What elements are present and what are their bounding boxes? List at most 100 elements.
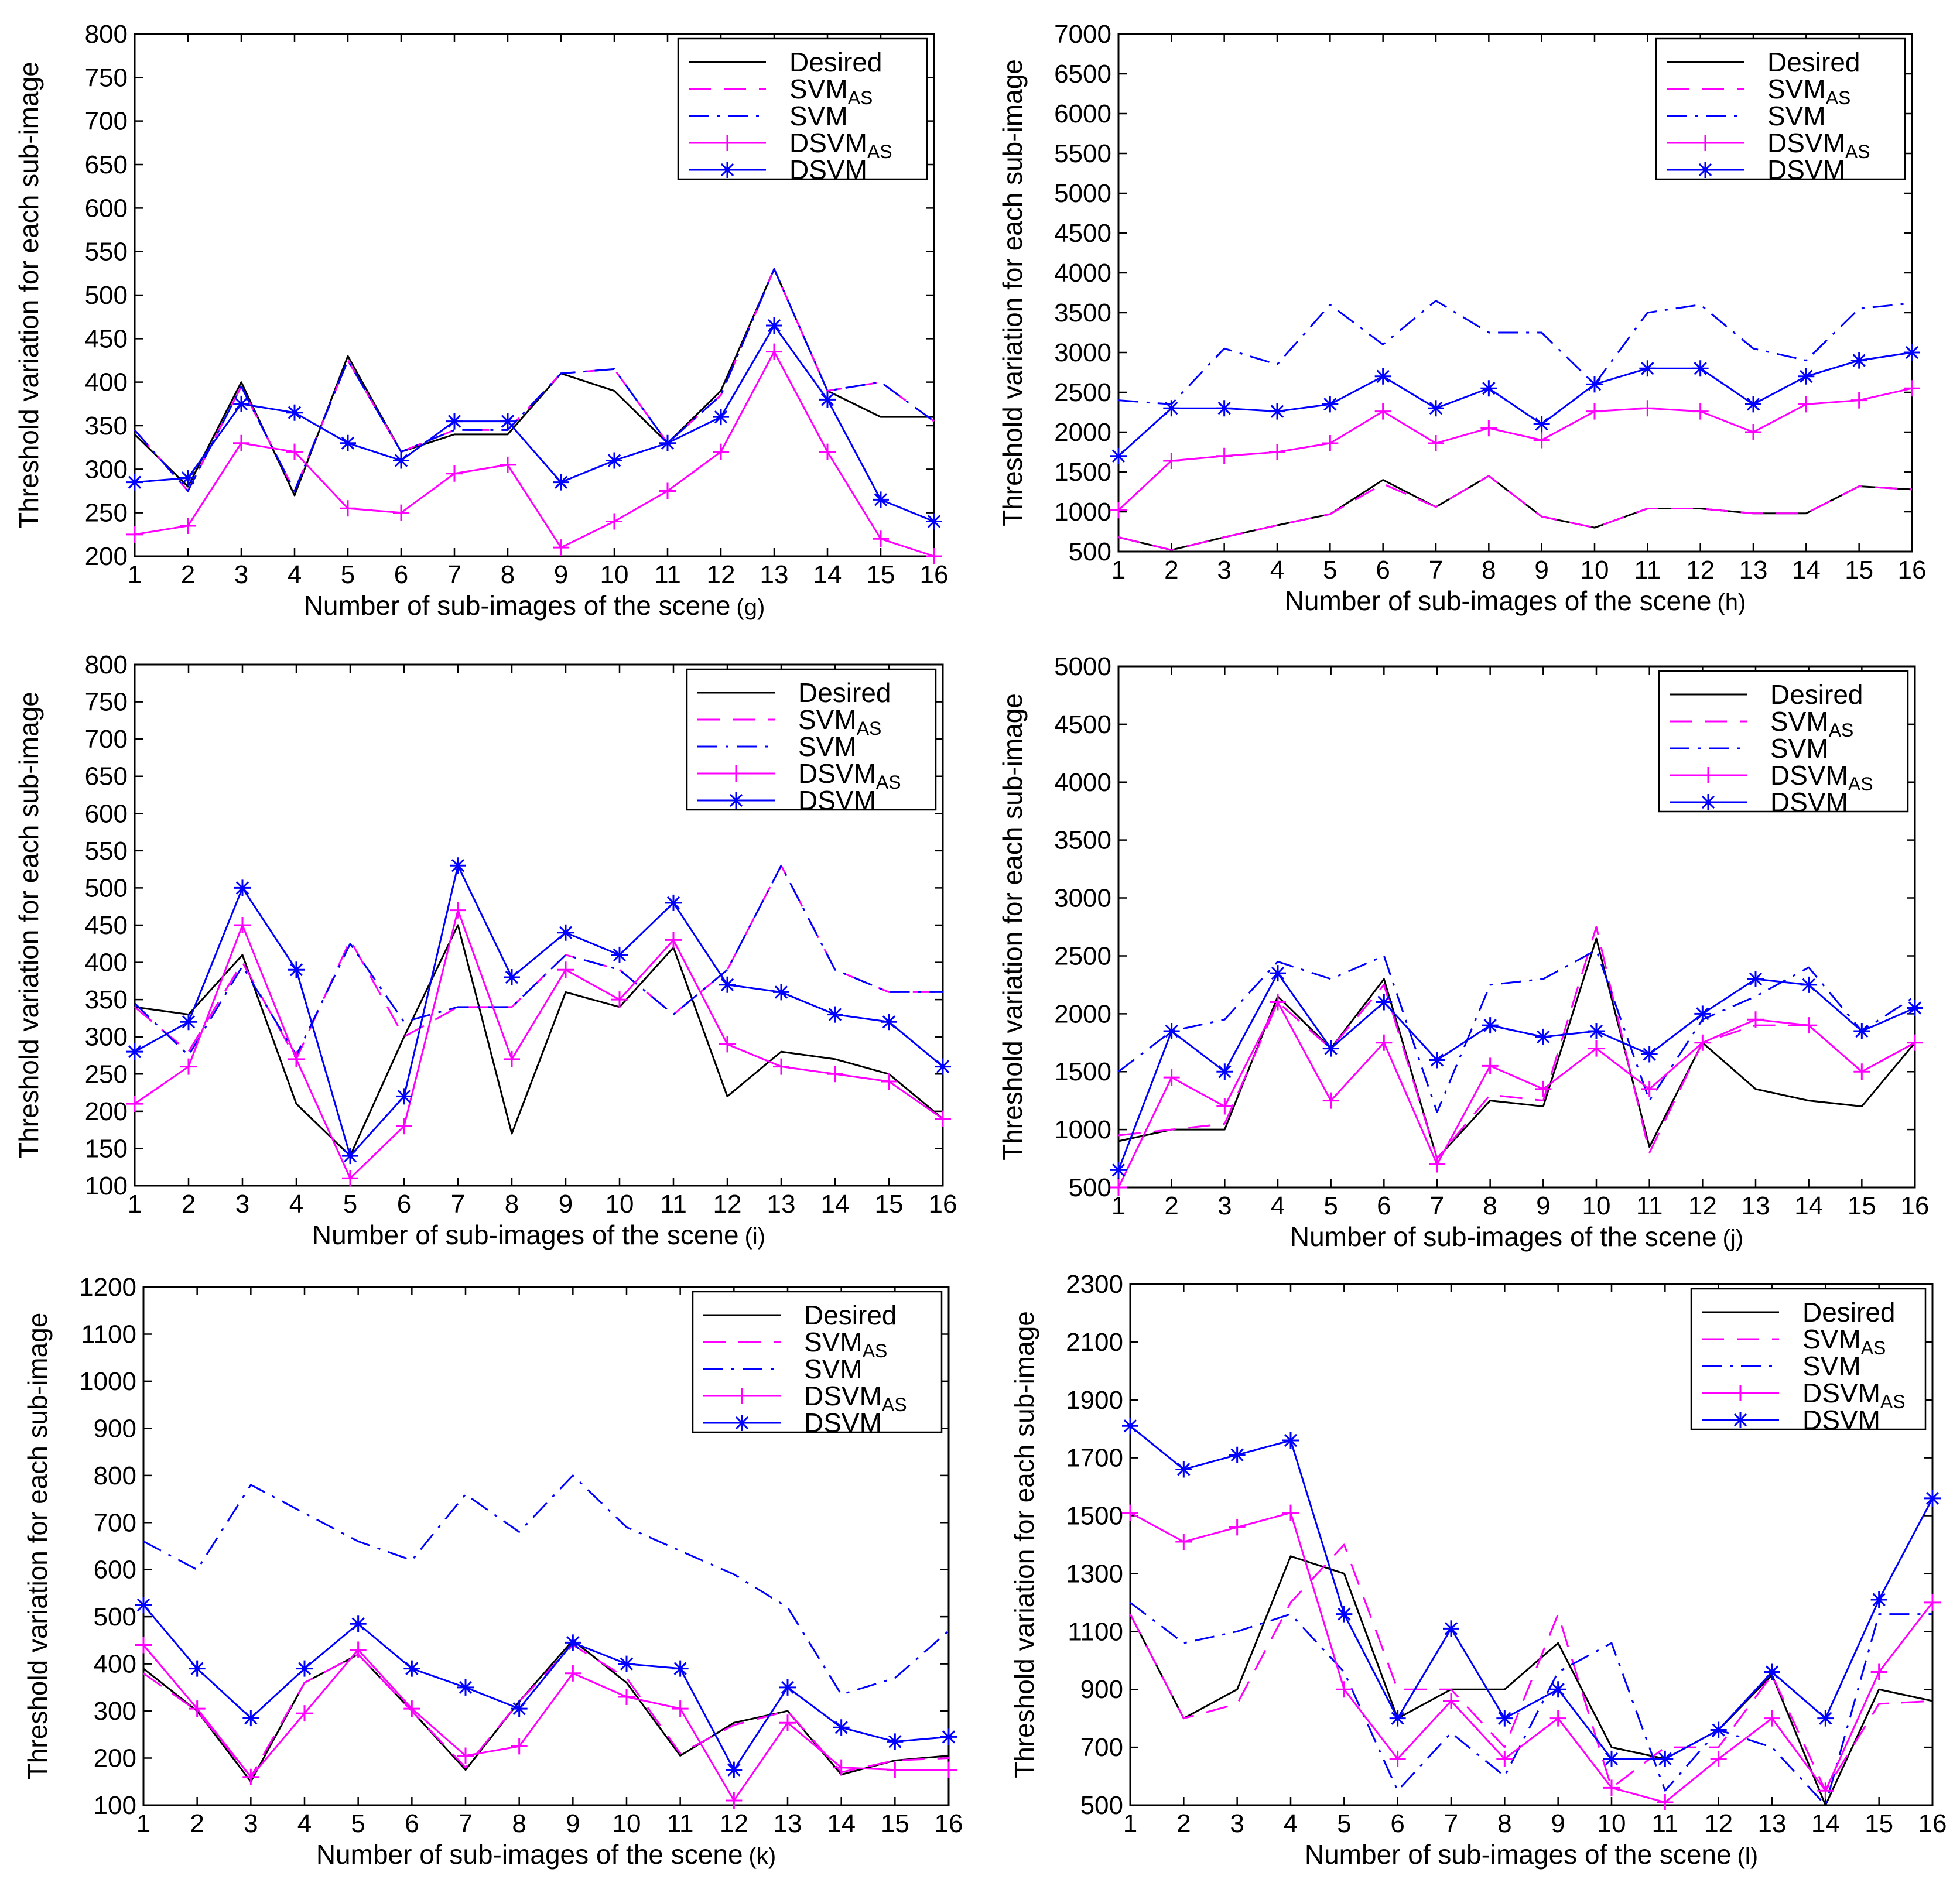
- data-point: [1870, 1663, 1887, 1680]
- legend-label: Desired: [798, 677, 891, 708]
- data-point: [611, 991, 628, 1008]
- panel-letter: (l): [1737, 1843, 1759, 1869]
- y-tick-label: 650: [85, 762, 128, 791]
- x-tick-label: 9: [566, 1809, 580, 1838]
- y-axis-label: Threshold variation for each sub-image: [1009, 1311, 1039, 1778]
- data-point: [457, 1747, 474, 1764]
- legend-marker: [1697, 135, 1713, 151]
- x-axis-label: Number of sub-images of the scene (k): [316, 1839, 776, 1870]
- y-tick-label: 200: [94, 1744, 136, 1773]
- y-tick-label: 1000: [79, 1367, 136, 1396]
- data-point: [719, 976, 736, 993]
- x-tick-label: 2: [182, 1190, 196, 1218]
- x-tick-label: 1: [1111, 1192, 1126, 1220]
- x-tick-label: 3: [235, 1190, 249, 1218]
- data-point: [1389, 1750, 1406, 1767]
- legend-label-text: DSVM: [1767, 155, 1845, 185]
- legend-marker: [1697, 162, 1713, 178]
- x-tick-label: 15: [875, 1190, 904, 1218]
- data-point: [135, 1637, 152, 1654]
- data-point: [1110, 502, 1127, 519]
- legend-label: DSVMAS: [1767, 128, 1870, 162]
- data-point: [1692, 403, 1709, 420]
- x-tick-label: 6: [405, 1809, 419, 1838]
- x-tick-label: 8: [512, 1809, 526, 1838]
- data-point: [1603, 1779, 1620, 1796]
- x-tick-label: 13: [774, 1809, 802, 1838]
- data-point: [1800, 1017, 1817, 1034]
- x-tick-label: 5: [1337, 1809, 1351, 1838]
- y-tick-label: 7000: [1054, 20, 1111, 49]
- legend-label-text: SVM: [1802, 1324, 1861, 1354]
- data-point: [189, 1660, 206, 1677]
- data-point: [500, 413, 516, 430]
- chart-g: 1 2 3 4 5 6 7 8 9 10 11 12 13 14 15 1620025030035040045…: [13, 20, 948, 621]
- data-point: [1443, 1693, 1459, 1709]
- y-tick-label: 200: [85, 542, 128, 571]
- data-point: [606, 452, 622, 469]
- series-1: [134, 864, 943, 1060]
- data-point: [1800, 976, 1817, 993]
- x-axis-label: Number of sub-images of the scene (h): [1285, 586, 1746, 616]
- legend-label-subscript: AS: [867, 141, 892, 162]
- chart-h: 1 2 3 4 5 6 7 8 9 10 11 12 13 14 15 1650010001500200025…: [997, 20, 1926, 616]
- data-point: [296, 1660, 313, 1677]
- legend-label-text: DSVM: [798, 785, 876, 816]
- legend-label: SVMAS: [789, 74, 873, 108]
- legend-marker: [728, 765, 744, 782]
- data-point: [1496, 1750, 1513, 1767]
- data-point: [1269, 403, 1285, 420]
- x-tick-label: 8: [1483, 1192, 1497, 1220]
- data-point: [1907, 1034, 1923, 1051]
- data-point: [126, 474, 143, 491]
- data-point: [1374, 368, 1391, 385]
- series-line: [1118, 937, 1916, 1160]
- series-line: [1130, 1601, 1932, 1806]
- data-point: [659, 434, 676, 451]
- y-tick-label: 500: [1069, 538, 1111, 566]
- data-point: [1764, 1710, 1780, 1727]
- data-point: [403, 1660, 420, 1677]
- x-tick-label: 16: [920, 560, 949, 589]
- x-tick-label: 12: [713, 1190, 742, 1218]
- x-tick-label: 1: [1111, 556, 1126, 584]
- legend-label: Desired: [789, 47, 882, 77]
- legend-label-subscript: AS: [1826, 87, 1851, 108]
- data-point: [1588, 1040, 1605, 1057]
- legend-label: SVM: [789, 101, 848, 131]
- data-point: [457, 1679, 474, 1696]
- y-tick-label: 800: [85, 651, 128, 679]
- data-point: [565, 1665, 581, 1682]
- data-point: [1588, 1023, 1605, 1039]
- data-point: [504, 969, 520, 985]
- x-tick-label: 9: [559, 1190, 573, 1218]
- x-tick-label: 12: [707, 560, 736, 589]
- data-point: [713, 409, 729, 426]
- series-line: [1118, 926, 1915, 1160]
- data-point: [286, 443, 303, 460]
- y-tick-label: 4500: [1054, 219, 1111, 248]
- data-point: [873, 530, 889, 547]
- data-point: [1429, 1052, 1445, 1069]
- y-tick-label: 1500: [1054, 1057, 1111, 1086]
- data-point: [126, 526, 143, 543]
- series-line: [134, 268, 935, 492]
- panel-letter: (g): [736, 594, 765, 620]
- y-tick-label: 3500: [1054, 299, 1111, 327]
- legend-label-text: DSVM: [1767, 128, 1845, 158]
- series-2: [1130, 1601, 1932, 1806]
- data-point: [1270, 994, 1286, 1011]
- data-point: [1269, 444, 1285, 460]
- x-tick-label: 6: [1376, 556, 1390, 584]
- y-tick-label: 300: [85, 1023, 128, 1052]
- data-point: [1322, 1040, 1339, 1057]
- legend-label: DSVM: [789, 155, 867, 185]
- data-point: [1322, 435, 1339, 452]
- data-point: [1482, 1057, 1499, 1074]
- x-axis-label-text: Number of sub-images of the scene: [1290, 1221, 1717, 1252]
- y-tick-label: 3000: [1054, 884, 1111, 913]
- data-point: [1924, 1594, 1941, 1611]
- chart-l: 1 2 3 4 5 6 7 8 9 10 11 12 13 14 15 1650070090011001300…: [1009, 1270, 1947, 1870]
- y-tick-label: 500: [85, 874, 128, 902]
